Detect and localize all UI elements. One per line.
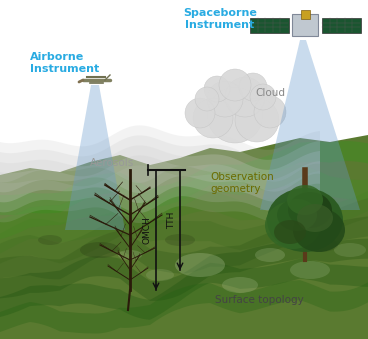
Ellipse shape <box>38 235 62 245</box>
Circle shape <box>250 84 276 110</box>
Ellipse shape <box>267 188 343 252</box>
Ellipse shape <box>334 243 366 257</box>
Text: Spaceborne
Instrument: Spaceborne Instrument <box>183 8 257 29</box>
Circle shape <box>239 73 267 101</box>
Polygon shape <box>0 145 320 203</box>
Ellipse shape <box>297 204 333 232</box>
Polygon shape <box>0 164 368 239</box>
Ellipse shape <box>274 220 306 244</box>
Circle shape <box>185 98 215 128</box>
Circle shape <box>225 77 265 117</box>
Circle shape <box>207 81 243 117</box>
Polygon shape <box>0 198 368 264</box>
FancyBboxPatch shape <box>292 14 318 36</box>
Ellipse shape <box>165 234 195 246</box>
Polygon shape <box>0 216 368 279</box>
Ellipse shape <box>287 185 323 215</box>
Polygon shape <box>65 85 125 230</box>
Text: Observation
geometry: Observation geometry <box>210 172 274 194</box>
Text: Airborne
Instrument: Airborne Instrument <box>30 52 99 74</box>
Circle shape <box>219 69 251 101</box>
Ellipse shape <box>222 277 258 293</box>
Polygon shape <box>260 40 360 210</box>
Ellipse shape <box>290 261 330 279</box>
Ellipse shape <box>175 253 225 277</box>
Polygon shape <box>0 135 368 339</box>
Polygon shape <box>0 125 320 183</box>
Polygon shape <box>0 190 368 254</box>
FancyBboxPatch shape <box>301 9 309 19</box>
Ellipse shape <box>265 201 321 249</box>
Polygon shape <box>0 259 368 320</box>
Ellipse shape <box>293 208 345 252</box>
Polygon shape <box>0 135 320 193</box>
Polygon shape <box>0 155 320 213</box>
FancyBboxPatch shape <box>250 18 289 33</box>
Circle shape <box>204 76 230 102</box>
Polygon shape <box>0 141 368 215</box>
Polygon shape <box>0 165 320 223</box>
Text: OMCH: OMCH <box>143 216 152 244</box>
Text: Surface topology: Surface topology <box>215 295 304 305</box>
Ellipse shape <box>255 248 285 262</box>
Text: TTH: TTH <box>167 211 176 229</box>
Circle shape <box>195 87 219 111</box>
Ellipse shape <box>288 192 332 228</box>
Ellipse shape <box>118 250 142 260</box>
Ellipse shape <box>302 238 338 252</box>
Circle shape <box>193 98 233 138</box>
Ellipse shape <box>277 199 317 231</box>
Text: Cloud: Cloud <box>255 88 285 98</box>
FancyBboxPatch shape <box>322 18 361 33</box>
Ellipse shape <box>80 242 120 258</box>
Text: Aerosols: Aerosols <box>90 158 134 168</box>
Polygon shape <box>0 239 368 301</box>
Circle shape <box>235 98 279 142</box>
Ellipse shape <box>146 269 174 281</box>
Circle shape <box>207 87 263 143</box>
Polygon shape <box>0 280 368 334</box>
Circle shape <box>254 96 286 128</box>
